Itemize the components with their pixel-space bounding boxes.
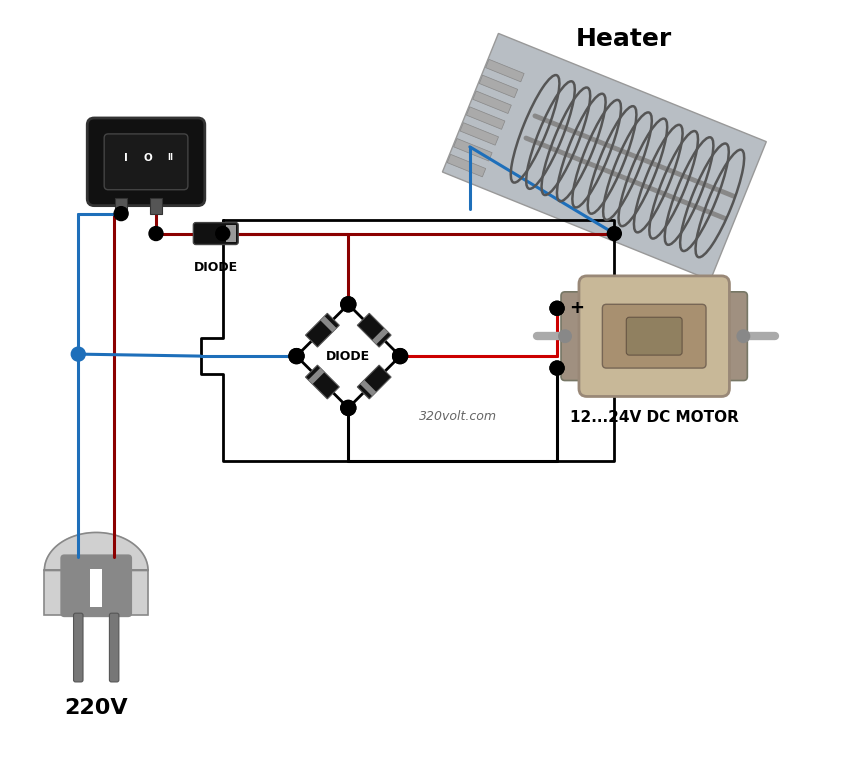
Bar	[226, 225, 236, 242]
Polygon shape	[372, 328, 388, 345]
Circle shape	[289, 349, 303, 363]
Circle shape	[341, 297, 356, 311]
Polygon shape	[486, 59, 524, 82]
FancyBboxPatch shape	[87, 118, 205, 206]
FancyBboxPatch shape	[60, 554, 132, 617]
Bar	[150, 197, 162, 214]
Circle shape	[289, 348, 304, 364]
Polygon shape	[357, 313, 391, 347]
Polygon shape	[454, 139, 492, 161]
Polygon shape	[45, 533, 148, 571]
Circle shape	[71, 347, 85, 361]
Polygon shape	[320, 316, 337, 332]
Circle shape	[115, 207, 128, 221]
Polygon shape	[467, 107, 505, 130]
Text: O: O	[144, 153, 152, 163]
FancyBboxPatch shape	[626, 317, 682, 355]
Text: DIODE: DIODE	[194, 261, 238, 274]
Circle shape	[558, 329, 572, 343]
FancyBboxPatch shape	[717, 292, 747, 381]
Polygon shape	[306, 365, 339, 399]
Circle shape	[341, 400, 356, 416]
Polygon shape	[443, 33, 766, 280]
Text: Heater: Heater	[576, 27, 672, 51]
Polygon shape	[308, 368, 325, 384]
Polygon shape	[360, 380, 376, 396]
Text: DIODE: DIODE	[326, 349, 370, 362]
Circle shape	[550, 361, 564, 375]
Bar	[90, 569, 102, 608]
Circle shape	[341, 297, 356, 311]
Polygon shape	[447, 154, 486, 177]
Circle shape	[393, 348, 407, 364]
Circle shape	[550, 301, 564, 315]
FancyBboxPatch shape	[104, 134, 188, 190]
Bar	[115, 197, 127, 214]
FancyBboxPatch shape	[561, 292, 591, 381]
FancyBboxPatch shape	[73, 613, 83, 682]
Text: 320volt.com: 320volt.com	[419, 410, 498, 423]
Circle shape	[550, 361, 564, 375]
Polygon shape	[473, 91, 511, 113]
Circle shape	[289, 348, 304, 364]
FancyBboxPatch shape	[603, 305, 706, 368]
FancyBboxPatch shape	[194, 223, 238, 244]
FancyBboxPatch shape	[579, 276, 729, 396]
Text: I: I	[124, 153, 128, 163]
FancyBboxPatch shape	[109, 613, 119, 682]
Circle shape	[149, 227, 163, 241]
Text: II: II	[167, 153, 173, 163]
Text: 12...24V DC MOTOR: 12...24V DC MOTOR	[570, 410, 739, 426]
Polygon shape	[480, 75, 517, 98]
Circle shape	[393, 348, 407, 364]
Circle shape	[736, 329, 750, 343]
Circle shape	[550, 301, 564, 315]
Circle shape	[341, 400, 356, 416]
Bar	[45, 571, 148, 615]
Text: +: +	[569, 299, 584, 318]
Polygon shape	[357, 365, 391, 399]
Circle shape	[607, 227, 622, 241]
Circle shape	[216, 227, 230, 241]
Text: 220V: 220V	[65, 698, 128, 718]
Polygon shape	[306, 313, 339, 347]
Polygon shape	[460, 123, 499, 145]
